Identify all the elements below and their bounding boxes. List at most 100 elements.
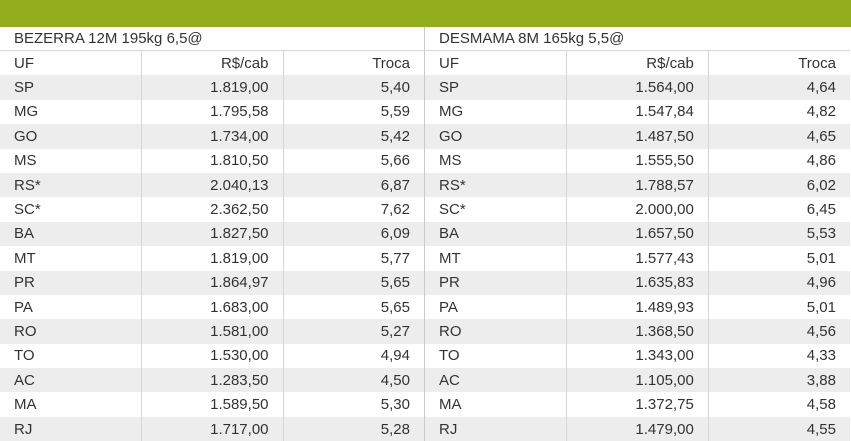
cell-uf: AC xyxy=(0,368,142,393)
cell-uf: BA xyxy=(425,221,568,247)
cell-troca: 4,33 xyxy=(806,347,836,365)
column-header-troca: Troca xyxy=(372,54,410,72)
cell-uf: PR xyxy=(425,270,568,295)
table-row: MG 1.795,58 5,59 xyxy=(0,99,425,125)
table-row: MG 1.547,84 4,82 xyxy=(425,99,850,125)
cell-uf: SC* xyxy=(425,197,568,222)
cell-troca: 4,86 xyxy=(806,152,836,170)
table-row: SC* 2.000,00 6,45 xyxy=(425,197,850,222)
cell-price: 1.530,00 xyxy=(141,343,284,369)
table-row: SP 1.564,00 4,64 xyxy=(425,75,850,100)
table-row: MT 1.819,00 5,77 xyxy=(0,246,425,271)
cell-troca: 5,65 xyxy=(380,298,410,316)
cell-price: 1.283,50 xyxy=(141,368,284,393)
column-header-price: R$/cab xyxy=(566,50,709,76)
cell-price: 1.635,83 xyxy=(566,270,709,295)
table-row: MS 1.810,50 5,66 xyxy=(0,148,425,173)
column-header-uf: UF xyxy=(0,50,142,76)
cell-uf: RS* xyxy=(425,172,568,198)
cell-price: 1.547,84 xyxy=(566,99,709,125)
cell-price: 1.864,97 xyxy=(141,270,284,295)
cell-uf: MA xyxy=(0,392,142,417)
table-title: DESMAMA 8M 165kg 5,5@ xyxy=(425,27,850,51)
cell-troca: 4,65 xyxy=(708,124,850,149)
table-row: GO 1.734,00 5,42 xyxy=(0,124,425,149)
table-title-row: DESMAMA 8M 165kg 5,5@ xyxy=(425,27,850,51)
cell-troca: 6,45 xyxy=(806,201,836,219)
cell-price: 1.734,00 xyxy=(141,124,284,149)
cell-uf: TO xyxy=(425,343,568,369)
cell-uf: BA xyxy=(0,221,142,247)
cell-price: 1.581,00 xyxy=(141,319,284,344)
cell-troca: 5,01 xyxy=(806,298,836,316)
cell-uf: RJ xyxy=(425,416,568,441)
table-row: MS 1.555,50 4,86 xyxy=(425,148,850,173)
column-header-troca: Troca xyxy=(798,54,836,72)
table-desmama: DESMAMA 8M 165kg 5,5@ UF R$/cab Troca SP 1.56… xyxy=(425,27,850,441)
cell-troca: 5,01 xyxy=(806,249,836,267)
cell-uf: MG xyxy=(425,99,568,125)
cell-troca: 5,77 xyxy=(380,249,410,267)
column-header-row: UF R$/cab Troca xyxy=(0,50,425,76)
cell-uf: SC* xyxy=(0,197,142,222)
table-row: RS* 2.040,13 6,87 xyxy=(0,172,425,198)
cell-uf: PA xyxy=(425,294,568,320)
cell-uf: RO xyxy=(0,319,142,344)
table-row: RO 1.581,00 5,27 xyxy=(0,319,425,344)
cell-uf: MT xyxy=(0,246,142,271)
cell-uf: MT xyxy=(425,246,568,271)
cell-uf: MA xyxy=(425,392,568,417)
cell-uf: PA xyxy=(0,294,142,320)
table-row: RO 1.368,50 4,56 xyxy=(425,319,850,344)
cell-troca: 5,65 xyxy=(283,270,425,295)
cell-price: 1.788,57 xyxy=(566,172,709,198)
cell-troca: 4,82 xyxy=(806,103,836,121)
cell-uf: MS xyxy=(425,148,568,173)
cell-troca: 4,50 xyxy=(283,368,425,393)
cell-uf: MG xyxy=(0,99,142,125)
cell-troca: 5,53 xyxy=(708,221,850,247)
table-row: SP 1.819,00 5,40 xyxy=(0,75,425,100)
table-row: BA 1.657,50 5,53 xyxy=(425,221,850,247)
cell-price: 2.040,13 xyxy=(141,172,284,198)
cell-price: 1.105,00 xyxy=(566,368,709,393)
cell-price: 1.489,93 xyxy=(566,294,709,320)
cell-price: 1.564,00 xyxy=(566,75,709,100)
table-row: AC 1.105,00 3,88 xyxy=(425,368,850,393)
cell-troca: 4,96 xyxy=(708,270,850,295)
cell-troca: 5,28 xyxy=(283,416,425,441)
cell-price: 2.000,00 xyxy=(566,197,709,222)
cell-price: 1.589,50 xyxy=(141,392,284,417)
cell-uf: GO xyxy=(0,124,142,149)
cell-price: 1.343,00 xyxy=(566,343,709,369)
cell-price: 1.372,75 xyxy=(566,392,709,417)
cell-uf: MS xyxy=(0,148,142,173)
cell-troca: 5,40 xyxy=(283,75,425,100)
table-row: MT 1.577,43 5,01 xyxy=(425,246,850,271)
table-row: RJ 1.479,00 4,55 xyxy=(425,416,850,441)
cell-price: 1.657,50 xyxy=(566,221,709,247)
cell-troca: 5,59 xyxy=(380,103,410,121)
cell-price: 1.368,50 xyxy=(566,319,709,344)
cell-uf: TO xyxy=(0,343,142,369)
cell-troca: 4,64 xyxy=(708,75,850,100)
column-header-price: R$/cab xyxy=(141,50,284,76)
table-title-row: BEZERRA 12M 195kg 6,5@ xyxy=(0,27,425,51)
table-row: PR 1.635,83 4,96 xyxy=(425,270,850,295)
cell-price: 1.683,00 xyxy=(141,294,284,320)
table-row: GO 1.487,50 4,65 xyxy=(425,124,850,149)
cell-troca: 4,58 xyxy=(806,396,836,414)
table-row: AC 1.283,50 4,50 xyxy=(0,368,425,393)
cell-uf: AC xyxy=(425,368,568,393)
table-title: BEZERRA 12M 195kg 6,5@ xyxy=(0,27,425,51)
cell-troca: 5,66 xyxy=(380,152,410,170)
cell-troca: 7,62 xyxy=(380,201,410,219)
cell-price: 1.487,50 xyxy=(566,124,709,149)
cell-troca: 3,88 xyxy=(708,368,850,393)
cell-price: 1.810,50 xyxy=(141,148,284,173)
table-row: PA 1.683,00 5,65 xyxy=(0,294,425,320)
cell-uf: PR xyxy=(0,270,142,295)
column-header-uf: UF xyxy=(425,50,568,76)
header-bar xyxy=(0,0,851,27)
table-bezerra: BEZERRA 12M 195kg 6,5@ UF R$/cab Troca SP 1.8… xyxy=(0,27,425,441)
